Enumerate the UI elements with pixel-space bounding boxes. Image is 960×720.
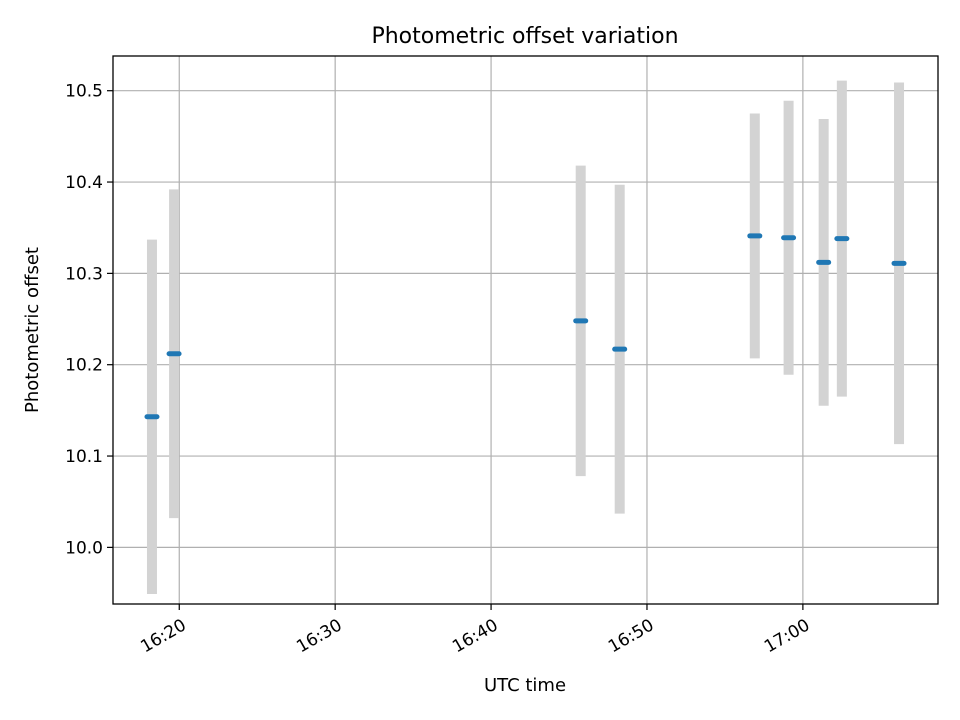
y-axis-label: Photometric offset <box>22 247 43 413</box>
data-points <box>144 233 907 420</box>
x-tick-label: 16:20 <box>137 615 189 657</box>
x-tick-label: 16:30 <box>293 615 345 657</box>
x-tick-label: 16:50 <box>605 615 657 657</box>
y-tick-label: 10.2 <box>65 356 103 376</box>
grid <box>113 56 938 604</box>
y-tick-label: 10.4 <box>65 173 103 193</box>
x-tick-label: 16:40 <box>449 615 501 657</box>
x-axis-label: UTC time <box>484 675 566 696</box>
y-tick-label: 10.1 <box>65 447 103 467</box>
plot-frame <box>112 55 939 605</box>
y-tick-label: 10.3 <box>65 264 103 284</box>
x-tick-label: 17:00 <box>761 615 813 657</box>
error-bars <box>146 80 905 594</box>
chart-title: Photometric offset variation <box>371 24 678 49</box>
y-axis-ticks: 10.0 10.1 10.2 10.3 10.4 10.5 <box>65 82 113 558</box>
y-tick-label: 10.0 <box>65 538 103 558</box>
y-tick-label: 10.5 <box>65 82 103 102</box>
x-axis-ticks: 16:20 16:30 16:40 16:50 17:00 <box>137 604 813 657</box>
